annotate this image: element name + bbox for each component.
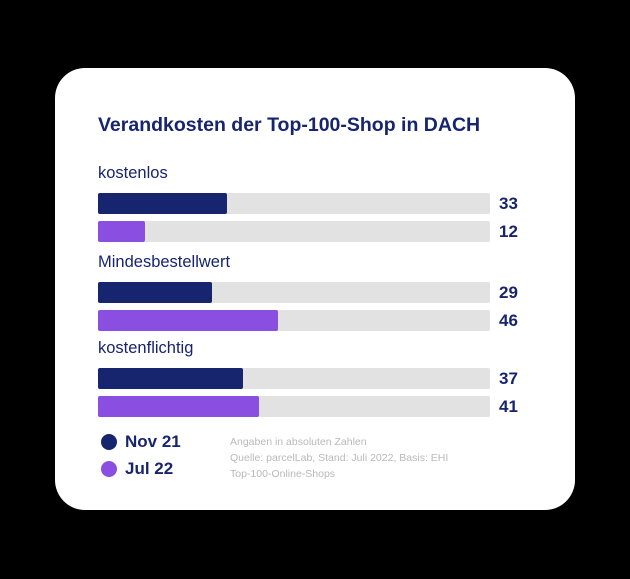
data-label: 46	[499, 311, 518, 330]
bar-track	[98, 368, 490, 389]
note-line: Top-100-Online-Shops	[230, 468, 336, 480]
legend-swatch	[101, 461, 117, 477]
bar	[98, 221, 146, 242]
legend-swatch	[101, 434, 117, 450]
bar-track	[98, 396, 490, 417]
category-label: Mindesbestellwert	[98, 253, 231, 271]
bar-track	[98, 193, 490, 214]
data-label: 41	[499, 397, 518, 416]
legend-label: Jul 22	[125, 459, 174, 478]
category-label: kostenflichtig	[98, 339, 194, 357]
bar-track	[98, 221, 490, 242]
legend-item: Nov 21	[101, 431, 181, 453]
category-label: kostenlos	[98, 164, 168, 182]
source-note: Angaben in absoluten Zahlen Quelle: parc…	[230, 434, 490, 482]
chart-card: Verandkosten der Top-100-Shop in DACH ko…	[55, 68, 575, 510]
bar	[98, 282, 212, 303]
note-line: Angaben in absoluten Zahlen	[230, 436, 367, 448]
bar	[98, 310, 279, 331]
bar-track	[98, 310, 490, 331]
bar	[98, 396, 259, 417]
legend-label: Nov 21	[125, 432, 181, 451]
data-label: 37	[499, 369, 518, 388]
legend-item: Jul 22	[101, 458, 173, 480]
data-label: 33	[499, 194, 518, 213]
bar	[98, 368, 244, 389]
note-line: Quelle: parcelLab, Stand: Juli 2022, Bas…	[230, 452, 449, 464]
chart-title: Verandkosten der Top-100-Shop in DACH	[98, 114, 481, 136]
data-label: 29	[499, 283, 518, 302]
data-label: 12	[499, 222, 518, 241]
bar-track	[98, 282, 490, 303]
bar	[98, 193, 228, 214]
